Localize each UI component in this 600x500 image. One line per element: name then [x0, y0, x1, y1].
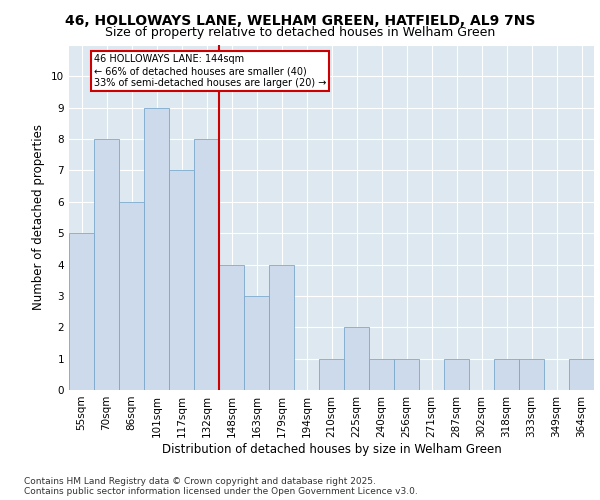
- Y-axis label: Number of detached properties: Number of detached properties: [32, 124, 46, 310]
- Bar: [569, 358, 594, 390]
- Bar: [219, 264, 244, 390]
- Text: Contains HM Land Registry data © Crown copyright and database right 2025.
Contai: Contains HM Land Registry data © Crown c…: [24, 476, 418, 496]
- Bar: [319, 358, 344, 390]
- Bar: [144, 108, 169, 390]
- Bar: [244, 296, 269, 390]
- Text: Size of property relative to detached houses in Welham Green: Size of property relative to detached ho…: [105, 26, 495, 39]
- Text: 46 HOLLOWAYS LANE: 144sqm
← 66% of detached houses are smaller (40)
33% of semi-: 46 HOLLOWAYS LANE: 144sqm ← 66% of detac…: [94, 54, 326, 88]
- Bar: [194, 139, 219, 390]
- X-axis label: Distribution of detached houses by size in Welham Green: Distribution of detached houses by size …: [161, 442, 502, 456]
- Text: 46, HOLLOWAYS LANE, WELHAM GREEN, HATFIELD, AL9 7NS: 46, HOLLOWAYS LANE, WELHAM GREEN, HATFIE…: [65, 14, 535, 28]
- Bar: [119, 202, 144, 390]
- Bar: [94, 139, 119, 390]
- Bar: [444, 358, 469, 390]
- Bar: [494, 358, 519, 390]
- Bar: [269, 264, 294, 390]
- Bar: [519, 358, 544, 390]
- Bar: [394, 358, 419, 390]
- Bar: [169, 170, 194, 390]
- Bar: [69, 233, 94, 390]
- Bar: [344, 328, 369, 390]
- Bar: [369, 358, 394, 390]
